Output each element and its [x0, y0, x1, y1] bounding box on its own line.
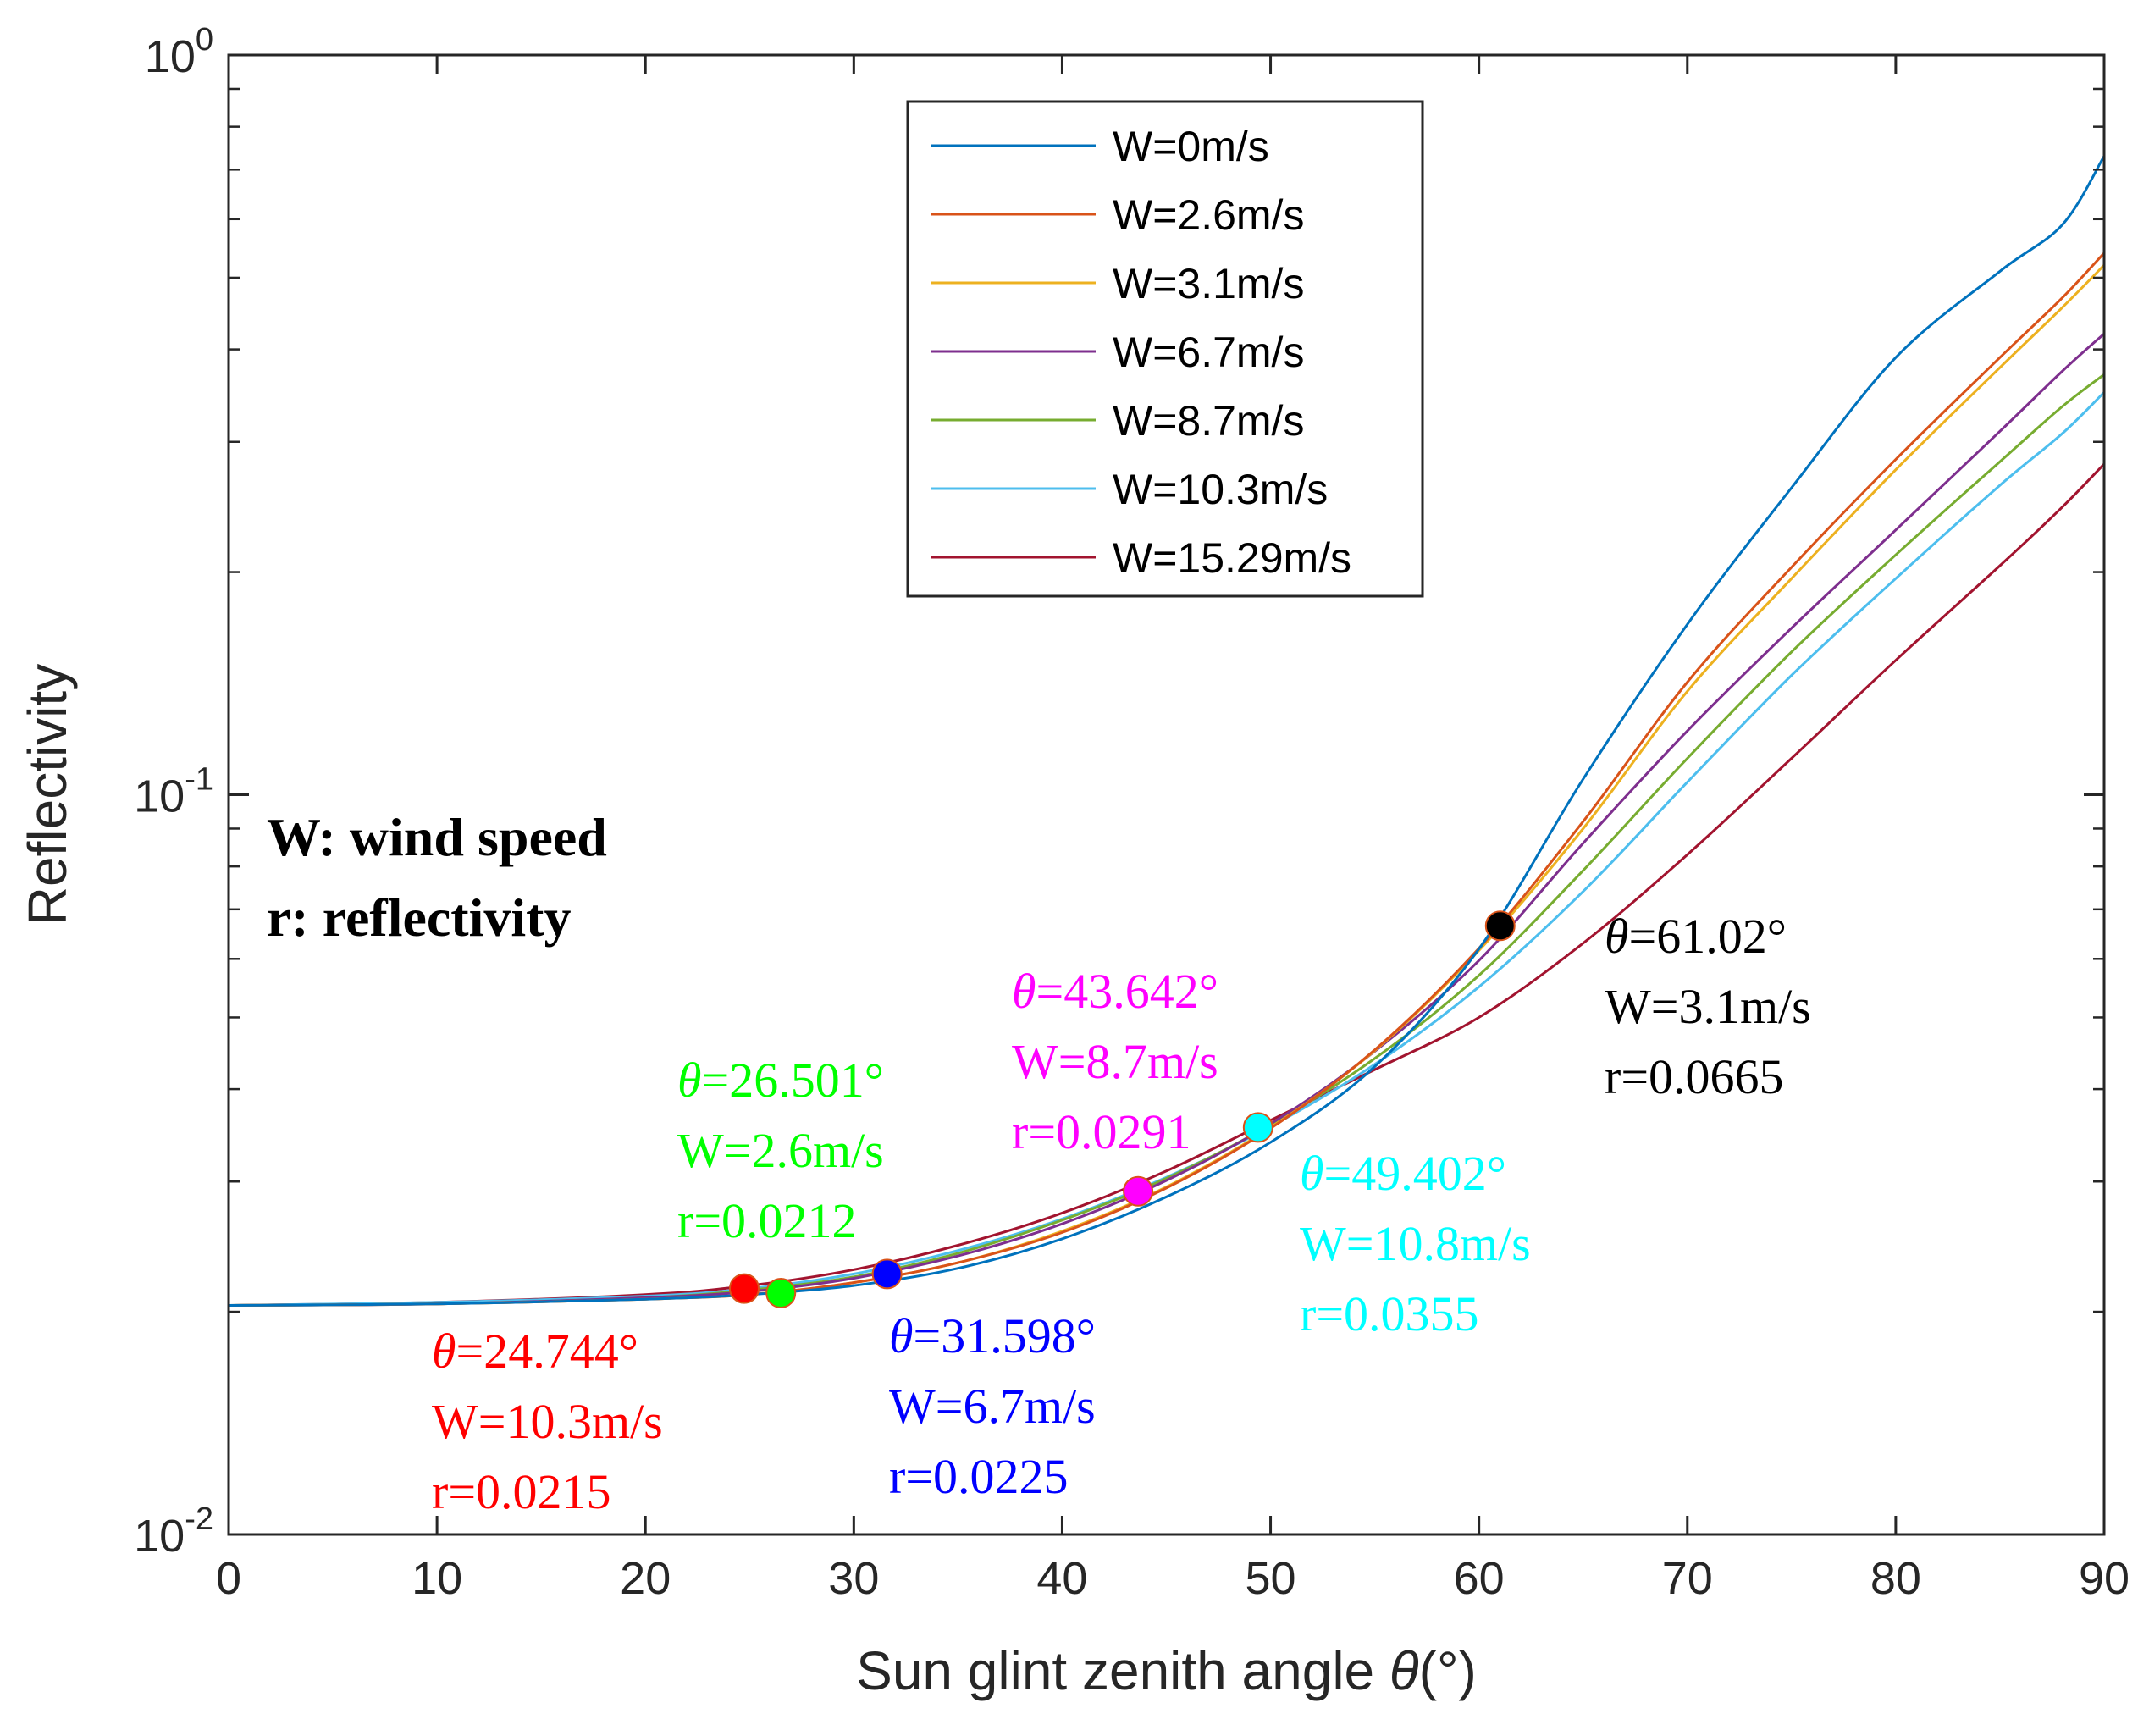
note-text: r: reflectivity [267, 887, 571, 948]
annotation-0: θ=24.744° W=10.3m/s r=0.0215 [432, 1324, 663, 1519]
x-axis-title: Sun glint zenith angle θ(°) [856, 1640, 1477, 1701]
annotation-line: W=6.7m/s [889, 1379, 1096, 1434]
annotation-line: r=0.0212 [677, 1193, 857, 1248]
highlight-point-5 [1484, 910, 1516, 942]
highlight-points-layer [728, 910, 1516, 1308]
x-tick-label: 40 [1036, 1553, 1087, 1604]
series-line-0 [228, 155, 2106, 1307]
x-tick-label: 0 [216, 1553, 241, 1604]
annotation-2: θ=31.598° W=6.7m/s r=0.0225 [889, 1308, 1096, 1504]
highlight-point-0 [728, 1273, 760, 1304]
annotation-line: r=0.0665 [1605, 1049, 1784, 1104]
legend-label-5: W=10.3m/s [1113, 466, 1328, 513]
annotation-line: r=0.0225 [889, 1449, 1069, 1504]
legend-label-0: W=0m/s [1113, 123, 1269, 170]
series-line-3 [228, 332, 2105, 1307]
x-tick-label: 50 [1246, 1553, 1296, 1604]
legend-label-6: W=15.29m/s [1113, 534, 1351, 582]
highlight-point-2 [871, 1258, 903, 1290]
labels-layer: 0 10 20 30 40 50 60 70 80 90 100 10-1 10-2 Sun glint … [17, 22, 2130, 1701]
annotation-line: θ=31.598° [889, 1308, 1096, 1363]
legend-label-4: W=8.7m/s [1113, 397, 1304, 445]
annotation-line: W=8.7m/s [1012, 1034, 1218, 1089]
x-tick-label: 10 [412, 1553, 462, 1604]
annotation-line: W=2.6m/s [677, 1123, 884, 1178]
annotation-line: θ=24.744° [432, 1324, 638, 1379]
series-layer [228, 155, 2106, 1307]
x-tick-label: 90 [2079, 1553, 2130, 1604]
y-tick-label: 10-2 [134, 1501, 213, 1562]
y-tick-label: 100 [145, 22, 213, 82]
notes-layer: W: wind speed r: reflectivity [267, 807, 607, 948]
x-tick-label: 60 [1454, 1553, 1505, 1604]
annotation-3: θ=43.642° W=8.7m/s r=0.0291 [1012, 964, 1218, 1159]
highlight-point-3 [1123, 1175, 1154, 1207]
note-text: W: wind speed [267, 807, 607, 867]
annotation-4: θ=49.402° W=10.8m/s r=0.0355 [1300, 1146, 1531, 1341]
x-tick-label: 30 [828, 1553, 879, 1604]
annotation-5: θ=61.02° W=3.1m/s r=0.0665 [1605, 909, 1811, 1104]
annotation-line: r=0.0215 [432, 1464, 611, 1519]
annotation-line: W=3.1m/s [1605, 979, 1811, 1034]
axes-layer [227, 53, 2106, 1536]
legend: W=0m/s W=2.6m/s W=3.1m/s W=6.7m/s W=8.7m/s W=… [906, 100, 1424, 598]
y-tick-label: 10-1 [134, 762, 213, 822]
annotation-line: r=0.0355 [1300, 1286, 1479, 1341]
annotation-line: W=10.8m/s [1300, 1216, 1531, 1271]
x-tick-label: 20 [620, 1553, 671, 1604]
annotation-line: θ=49.402° [1300, 1146, 1506, 1201]
annotation-line: W=10.3m/s [432, 1394, 663, 1449]
legend-label-3: W=6.7m/s [1113, 329, 1304, 376]
annotations-layer: θ=24.744° W=10.3m/s r=0.0215 θ=26.501° W=2.6… [432, 909, 1811, 1519]
highlight-point-4 [1242, 1112, 1273, 1143]
highlight-point-1 [765, 1277, 797, 1308]
legend-box [906, 100, 1424, 598]
annotation-1: θ=26.501° W=2.6m/s r=0.0212 [677, 1053, 884, 1248]
annotation-line: θ=26.501° [677, 1053, 884, 1108]
x-tick-label: 80 [1870, 1553, 1921, 1604]
annotation-line: θ=43.642° [1012, 964, 1218, 1019]
y-axis-title: Reflectivity [17, 664, 78, 926]
legend-label-2: W=3.1m/s [1113, 260, 1304, 307]
series-line-5 [228, 391, 2106, 1307]
legend-label-1: W=2.6m/s [1113, 191, 1304, 239]
x-tick-label: 70 [1662, 1553, 1713, 1604]
annotation-line: θ=61.02° [1605, 909, 1787, 964]
annotation-line: r=0.0291 [1012, 1104, 1191, 1159]
